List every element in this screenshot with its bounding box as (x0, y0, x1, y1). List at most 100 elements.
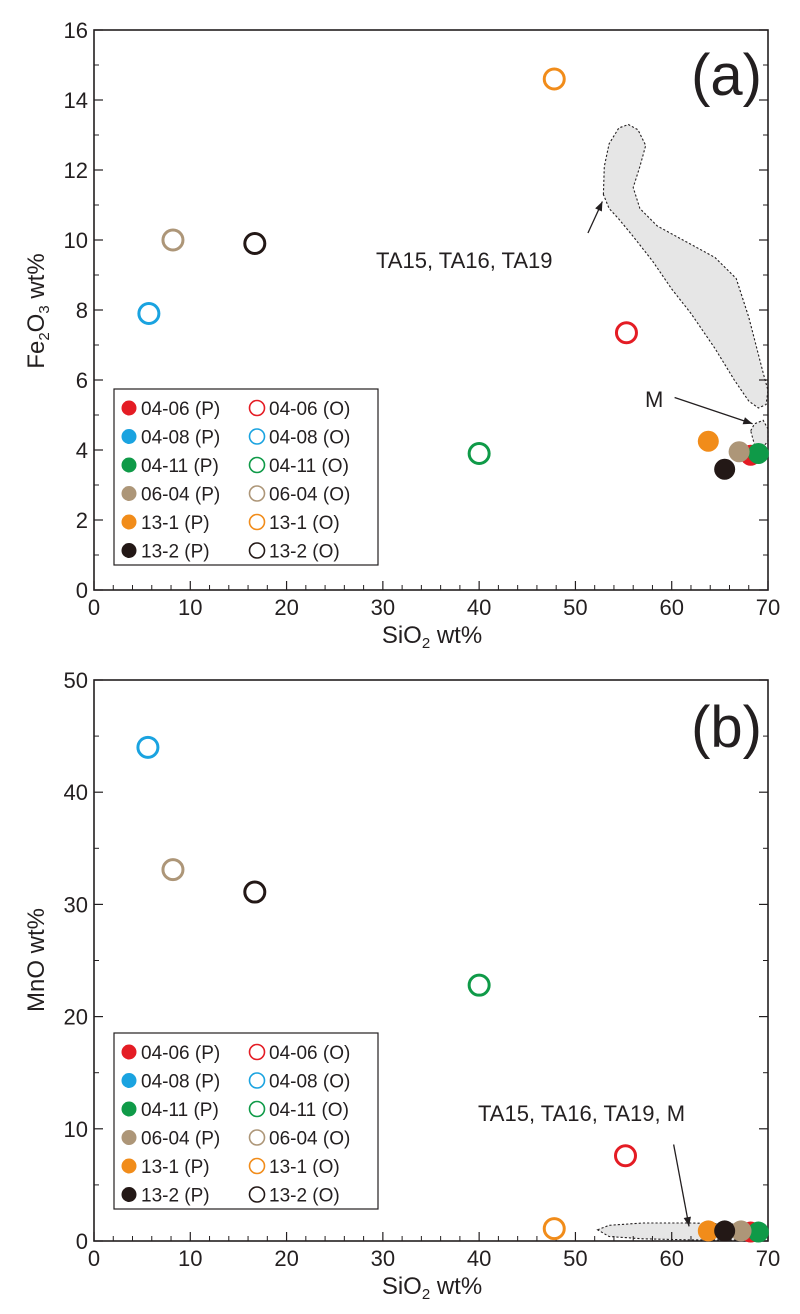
panel-b-y-axis-label: MnO wt% (23, 908, 50, 1012)
panel-a-x-tick-label: 40 (467, 595, 491, 620)
panel-a-legend-label: 13-2 (P) (141, 542, 210, 563)
panel-a-legend-marker (121, 429, 137, 444)
panel-b-legend-marker (121, 1158, 137, 1174)
panel-b-legend-marker (248, 1157, 266, 1175)
panel-a-point-06-04-o (161, 228, 185, 252)
panel-b-legend-label: 04-06 (P) (141, 1043, 220, 1064)
panel-a-legend-marker (121, 543, 137, 558)
panel-b-x-axis-label: SiO2 wt% (382, 1273, 482, 1303)
panel-b-legend-marker (248, 1186, 266, 1203)
panel-a-x-tick-label: 30 (371, 595, 395, 620)
panel-a-x-tick-label: 70 (756, 595, 780, 620)
panel-b-point-13-1-o (542, 1217, 566, 1241)
panel-b-legend-label: 04-08 (O) (269, 1072, 350, 1093)
panel-b-y-tick-label: 50 (64, 668, 88, 693)
panel-b-y-tick-label: 20 (64, 1005, 88, 1030)
panel-a-legend-marker (248, 513, 266, 531)
panel-a-legend-marker (121, 486, 137, 501)
panel-a-legend-label: 06-04 (O) (269, 485, 350, 506)
panel-b-legend-label: 13-2 (O) (269, 1186, 340, 1207)
panel-a-x-tick-label: 60 (659, 595, 683, 620)
panel-a-legend-label: 04-11 (P) (141, 456, 219, 477)
panel-b-annotation-ta: TA15, TA16, TA19, M (478, 1101, 685, 1126)
panel-a-point-13-1-p (697, 430, 719, 452)
panel-a-point-04-08-o (137, 302, 161, 325)
panel-a-point-04-11-o (467, 442, 491, 465)
panel-a-y-tick-label: 8 (76, 298, 88, 323)
panel-a-point-04-11-p (747, 443, 769, 464)
panel-b-point-13-2-p (714, 1220, 736, 1242)
panel-a-x-tick-labels: 0 10 20 30 40 50 60 70 (88, 595, 780, 620)
panel-a-y-tick-label: 14 (64, 88, 88, 113)
panel-a-x-tick-label: 0 (88, 595, 100, 620)
panel-b-legend-marker (121, 1130, 137, 1145)
panel-b-point-13-2-o (243, 880, 267, 904)
panel-a-y-axis-label: Fe2O3 wt% (23, 253, 53, 368)
panel-b-legend-marker (121, 1187, 137, 1202)
panel-b-x-tick-label: 30 (371, 1246, 395, 1271)
panel-b-x-tick-label: 70 (756, 1246, 780, 1271)
panel-a-point-13-2-o (243, 232, 267, 255)
panel-b-x-tick-label: 20 (274, 1246, 298, 1271)
panel-a-legend-label: 04-06 (P) (141, 399, 220, 420)
panel-a-legend-marker (248, 456, 266, 474)
panel-a-legend-label: 04-06 (O) (269, 399, 350, 420)
panel-b-y-tick-label: 30 (64, 892, 88, 917)
panel-b-label: (b) (691, 695, 762, 760)
panel-a-legend-marker (248, 428, 266, 445)
panel-a-x-tick-label: 50 (563, 595, 587, 620)
panel-a-annotation-m: M (645, 387, 663, 412)
panel-a-label: (a) (691, 43, 762, 108)
panel-a-annotation-ta: TA15, TA16, TA19 (376, 248, 553, 273)
panel-a-legend-label: 13-1 (O) (269, 513, 340, 534)
panel-b-x-tick-labels: 0 10 20 30 40 50 60 70 (88, 1246, 780, 1271)
panel-b-legend-box (113, 1032, 379, 1210)
panel-a-y-tick-label: 4 (76, 438, 88, 463)
panel-a-legend-label: 04-08 (P) (141, 428, 220, 449)
panel-a-region-0 (602, 123, 769, 409)
panel-b-annotation-arrow-0 (673, 1144, 690, 1227)
panel-a-x-axis-label: SiO2 wt% (382, 622, 482, 652)
panel-b-legend-label: 06-04 (O) (269, 1129, 350, 1150)
panel-a-regions (602, 123, 769, 448)
panel-a-point-13-2-p (714, 458, 736, 480)
panel-a-annotation-arrowhead-0 (595, 201, 603, 212)
panel-b-legend-label: 06-04 (P) (141, 1129, 220, 1150)
panel-b-x-tick-label: 50 (563, 1246, 587, 1271)
panel-a-y-tick-label: 12 (64, 158, 88, 183)
panel-b-mno-chart: 0 10 20 30 40 50 60 70 0 10 20 30 40 50 (b) SiO2 wt%… (23, 668, 780, 1303)
panel-b-x-tick-label: 40 (467, 1246, 491, 1271)
panel-a-annotations: TA15, TA16, TA19 M (376, 248, 663, 412)
panel-a-legend-marker (121, 514, 137, 530)
panel-b-legend-marker (121, 1101, 137, 1117)
panel-a-annotation-arrow-1 (674, 396, 753, 425)
panel-a-point-13-1-o (542, 67, 566, 91)
panel-b-point-04-06-o (613, 1144, 637, 1168)
panel-a-legend-label: 04-11 (O) (269, 456, 349, 477)
panel-a-y-tick-label: 16 (64, 18, 88, 43)
panel-b-point-04-11-p (747, 1221, 769, 1243)
panel-b-legend-label: 13-1 (O) (269, 1157, 340, 1178)
panel-a-legend-label: 06-04 (P) (141, 485, 220, 506)
panel-b-legend-label: 04-08 (P) (141, 1072, 220, 1093)
panel-b-legend-label: 04-06 (O) (269, 1043, 350, 1064)
panel-a-legend: 04-06 (P) 04-06 (O) 04-08 (P) 04-08 (O) 04-1… (113, 388, 379, 566)
panel-b-legend-marker (248, 1100, 266, 1118)
panel-b-legend-marker (248, 1043, 266, 1061)
panel-a-legend-marker (121, 457, 137, 473)
panel-b-arrows (673, 1144, 691, 1227)
panel-a-annotation-arrowhead-1 (742, 417, 753, 425)
panel-b-y-tick-labels: 0 10 20 30 40 50 (64, 668, 88, 1254)
panel-b-annotation-arrowhead-0 (683, 1216, 691, 1227)
panel-a-y-tick-label: 10 (64, 228, 88, 253)
panel-b-point-04-11-o (467, 973, 491, 997)
panel-a-legend-marker (248, 542, 266, 559)
panel-a-legend-label: 13-2 (O) (269, 542, 340, 563)
panel-a-legend-box (113, 388, 379, 566)
panel-a-legend-label: 13-1 (P) (141, 513, 210, 534)
panel-b-points (136, 735, 769, 1243)
panel-a-arrows (587, 201, 753, 425)
panel-b-y-tick-label: 10 (64, 1117, 88, 1142)
panel-b-point-04-08-o (136, 735, 160, 759)
